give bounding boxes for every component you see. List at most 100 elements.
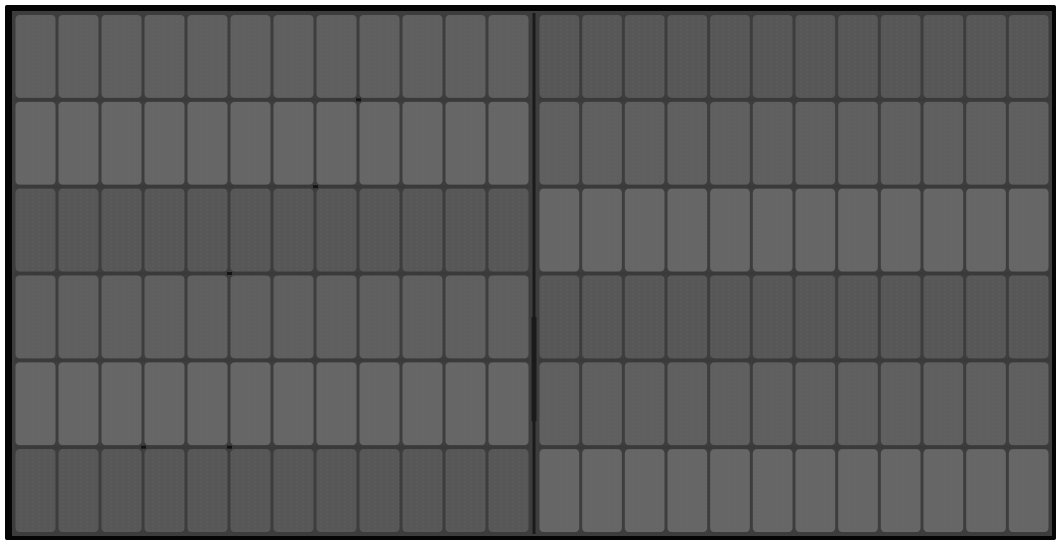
cell-finger-texture xyxy=(402,101,443,185)
cell-finger-texture xyxy=(710,449,750,532)
cell-finger-texture xyxy=(624,188,665,272)
cell-finger-texture xyxy=(15,101,56,185)
cell-finger-texture xyxy=(15,188,56,272)
cell-finger-texture xyxy=(752,188,793,272)
cell-finger-texture xyxy=(144,101,185,185)
cell-finger-texture xyxy=(966,449,1006,532)
cell-finger-texture xyxy=(923,188,964,272)
cell-finger-texture xyxy=(445,449,486,532)
cell-finger-texture xyxy=(15,275,56,359)
cell-finger-texture xyxy=(58,449,99,532)
cell-finger-texture xyxy=(101,275,142,359)
cell-finger-texture xyxy=(582,15,622,98)
cell-finger-texture xyxy=(667,275,708,359)
cell-finger-texture xyxy=(445,362,486,446)
defect-mark xyxy=(141,445,146,449)
cell-finger-texture xyxy=(316,449,357,532)
cell-finger-texture xyxy=(582,101,622,185)
cell-finger-texture xyxy=(144,275,185,359)
cell-finger-texture xyxy=(58,15,99,98)
cell-finger-texture xyxy=(923,275,964,359)
cell-finger-texture xyxy=(101,449,142,532)
cell-finger-texture xyxy=(187,101,228,185)
center-busbar xyxy=(530,11,538,536)
cell-finger-texture xyxy=(15,362,56,446)
cell-finger-texture xyxy=(966,275,1006,359)
cell-finger-texture xyxy=(445,15,486,98)
cell-finger-texture xyxy=(539,15,580,98)
cell-finger-texture xyxy=(795,362,836,446)
cell-finger-texture xyxy=(838,188,878,272)
cell-finger-texture xyxy=(667,188,708,272)
cell-finger-texture xyxy=(402,449,443,532)
cell-finger-texture xyxy=(795,188,836,272)
cell-finger-texture xyxy=(710,188,750,272)
cell-finger-texture xyxy=(58,362,99,446)
cell-finger-texture xyxy=(359,101,400,185)
cell-finger-texture xyxy=(316,101,357,185)
cell-finger-texture xyxy=(923,15,964,98)
cell-finger-texture xyxy=(144,188,185,272)
cell-finger-texture xyxy=(187,188,228,272)
cell-finger-texture xyxy=(273,362,314,446)
cell-finger-texture xyxy=(710,275,750,359)
cell-finger-texture xyxy=(187,362,228,446)
cell-finger-texture xyxy=(838,101,878,185)
cell-finger-texture xyxy=(230,188,271,272)
defect-marks xyxy=(141,98,361,449)
cell-finger-texture xyxy=(187,449,228,532)
cell-finger-texture xyxy=(187,15,228,98)
cell-finger-texture xyxy=(539,188,580,272)
cell-finger-texture xyxy=(624,101,665,185)
cell-finger-texture xyxy=(101,101,142,185)
cell-finger-texture xyxy=(667,449,708,532)
cell-finger-texture xyxy=(101,188,142,272)
cell-finger-texture xyxy=(966,101,1006,185)
cell-finger-texture xyxy=(795,15,836,98)
cell-finger-texture xyxy=(923,362,964,446)
cell-finger-texture xyxy=(880,101,921,185)
cell-finger-texture xyxy=(880,449,921,532)
cell-finger-texture xyxy=(795,275,836,359)
cell-finger-texture xyxy=(316,275,357,359)
cell-finger-texture xyxy=(316,188,357,272)
cell-finger-texture xyxy=(752,362,793,446)
cell-finger-texture xyxy=(230,362,271,446)
cell-finger-texture xyxy=(273,275,314,359)
cell-finger-texture xyxy=(1008,15,1049,98)
cell-finger-texture xyxy=(359,449,400,532)
cell-finger-texture xyxy=(539,275,580,359)
cell-finger-texture xyxy=(582,188,622,272)
cell-finger-texture xyxy=(966,362,1006,446)
cell-finger-texture xyxy=(316,15,357,98)
cell-finger-texture xyxy=(710,15,750,98)
cell-finger-texture xyxy=(273,15,314,98)
cell-finger-texture xyxy=(488,188,529,272)
cell-finger-texture xyxy=(795,449,836,532)
cell-finger-texture xyxy=(1008,449,1049,532)
cell-finger-texture xyxy=(402,188,443,272)
cell-finger-texture xyxy=(58,275,99,359)
defect-mark xyxy=(227,445,232,449)
cell-finger-texture xyxy=(273,449,314,532)
cell-finger-texture xyxy=(880,15,921,98)
cell-finger-texture xyxy=(402,362,443,446)
cell-finger-texture xyxy=(144,449,185,532)
defect-mark xyxy=(313,185,318,189)
cell-grid xyxy=(12,11,1052,536)
cell-finger-texture xyxy=(58,101,99,185)
cell-finger-texture xyxy=(539,362,580,446)
cell-finger-texture xyxy=(752,275,793,359)
cell-finger-texture xyxy=(539,449,580,532)
cell-finger-texture xyxy=(488,449,529,532)
cell-finger-texture xyxy=(101,362,142,446)
cell-finger-texture xyxy=(582,362,622,446)
cell-finger-texture xyxy=(230,101,271,185)
cell-finger-texture xyxy=(359,15,400,98)
cell-finger-texture xyxy=(667,101,708,185)
cell-finger-texture xyxy=(923,449,964,532)
cell-finger-texture xyxy=(880,362,921,446)
cell-finger-texture xyxy=(359,275,400,359)
